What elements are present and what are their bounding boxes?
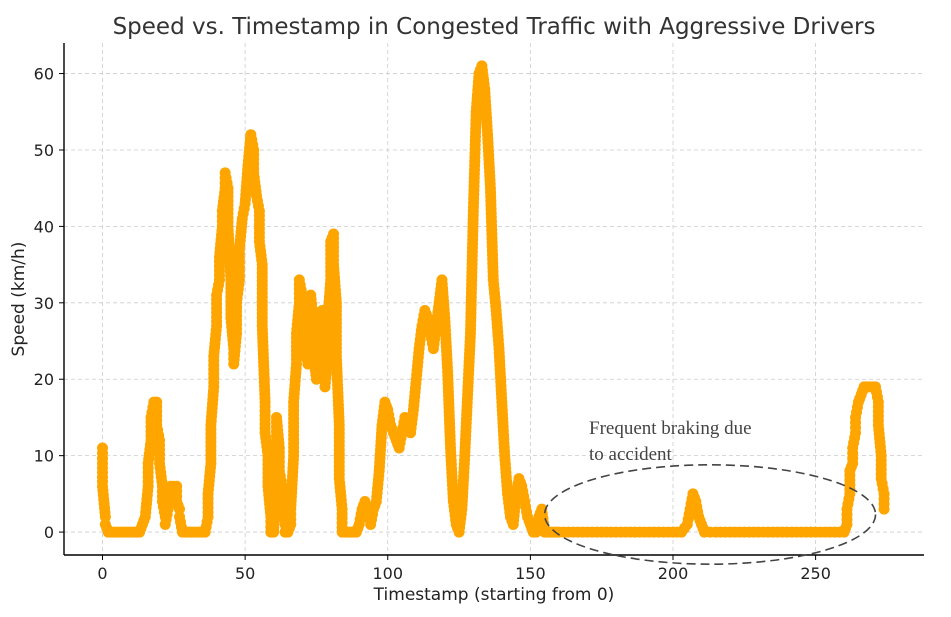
annotation-text-line-2: to accident xyxy=(589,444,673,465)
x-tick-label: 50 xyxy=(235,564,255,583)
y-axis-label: Speed (km/h) xyxy=(9,242,29,357)
axes xyxy=(63,43,924,556)
y-tick-label: 50 xyxy=(34,141,54,160)
x-tick-label: 200 xyxy=(658,564,689,583)
grid-lines xyxy=(64,43,924,555)
data-point xyxy=(99,511,111,523)
data-points xyxy=(97,60,890,538)
y-tick-label: 10 xyxy=(34,447,54,466)
y-tick-label: 30 xyxy=(34,294,54,313)
y-tick-label: 0 xyxy=(44,523,54,542)
x-tick-label: 100 xyxy=(372,564,403,583)
x-axis-label: Timestamp (starting from 0) xyxy=(373,585,615,605)
x-tick-label: 250 xyxy=(800,564,831,583)
x-tick-label: 0 xyxy=(97,564,107,583)
annotation-ellipse xyxy=(543,464,877,565)
tick-labels: 0 50 100 150 200 250 0 10 20 30 40 50 60 xyxy=(34,65,831,583)
data-point xyxy=(174,503,186,515)
annotation: Frequent braking due to accident xyxy=(543,418,877,565)
y-tick-label: 60 xyxy=(34,65,54,84)
y-tick-label: 40 xyxy=(34,217,54,236)
data-point xyxy=(878,503,890,515)
chart-title: Speed vs. Timestamp in Congested Traffic… xyxy=(113,14,876,40)
x-tick-label: 150 xyxy=(515,564,546,583)
annotation-text-line-1: Frequent braking due xyxy=(589,418,752,439)
y-tick-label: 20 xyxy=(34,370,54,389)
